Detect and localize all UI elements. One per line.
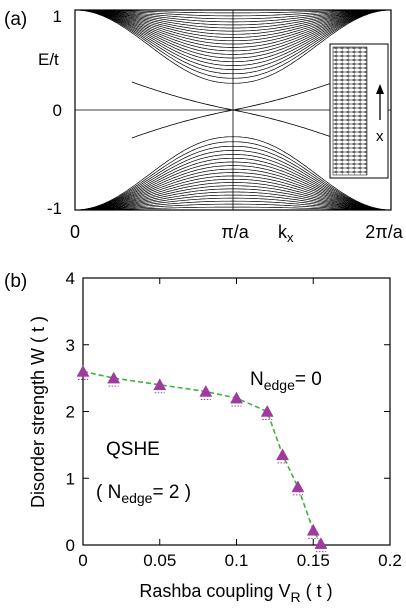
panel-b-ticks: 0 0.05 0.1 0.15 0.2 0 1 2 3 4: [66, 269, 402, 570]
ribbon-inset: x: [329, 43, 389, 179]
inset-x-label: x: [376, 128, 384, 145]
y-tick-label: 0: [66, 536, 75, 555]
annotation-nedge2: ( Nedge= 2 ): [96, 482, 191, 506]
x-tick-label: 0.05: [143, 551, 176, 570]
phase-boundary-line: [82, 370, 322, 545]
xlabel-a: kx: [278, 222, 294, 245]
x-tick-label: 0.1: [225, 551, 249, 570]
x-tick-label: 0.15: [297, 551, 330, 570]
data-point-triangle: [76, 364, 90, 377]
ylabel-b: Disorder strength W ( t ): [28, 316, 48, 508]
xtick-a-0: 0: [70, 222, 80, 242]
data-point-triangle: [107, 371, 121, 384]
data-point-triangle: [314, 537, 328, 549]
x-tick-label: 0: [78, 551, 87, 570]
y-tick-label: 2: [66, 403, 75, 422]
data-point-triangle: [230, 391, 243, 404]
xlabel-b: Rashba coupling VR ( t ): [139, 581, 332, 605]
ylabel-a: E/t: [38, 50, 59, 69]
xtick-a-pi: π/a: [221, 222, 249, 242]
data-point-triangle: [291, 480, 305, 493]
x-tick-label: 0.2: [378, 551, 402, 570]
data-point-triangle: [153, 378, 167, 391]
xtick-a-2pi: 2π/a: [365, 222, 403, 242]
x-arrow-head-icon: [376, 84, 384, 94]
data-point-triangle: [276, 448, 289, 461]
phase-boundary-data: [76, 364, 328, 553]
panel-a-label: (a): [4, 9, 27, 30]
panel-a: (a) 1 E/t 0 -1 0 π/a kx 2π/a x: [4, 7, 404, 245]
honeycomb-lattice: [332, 46, 368, 176]
panel-b: (b) 0 0.05 0.1 0.15 0.2 0 1 2 3 4 Disorder streng…: [4, 269, 402, 605]
y-tick-label: 4: [66, 269, 75, 288]
ytick-a-0: 0: [53, 101, 62, 120]
annotation-nedge0: Nedge= 0: [250, 369, 322, 393]
data-point-triangle: [199, 384, 213, 397]
panel-b-label: (b): [4, 271, 27, 292]
data-point-triangle: [260, 404, 274, 417]
ytick-a-minus1: -1: [47, 199, 62, 218]
y-tick-label: 1: [66, 469, 75, 488]
data-point-triangle: [306, 523, 320, 536]
ytick-a-1: 1: [53, 7, 62, 26]
y-tick-label: 3: [66, 336, 75, 355]
annotation-qshe: QSHE: [106, 439, 160, 460]
